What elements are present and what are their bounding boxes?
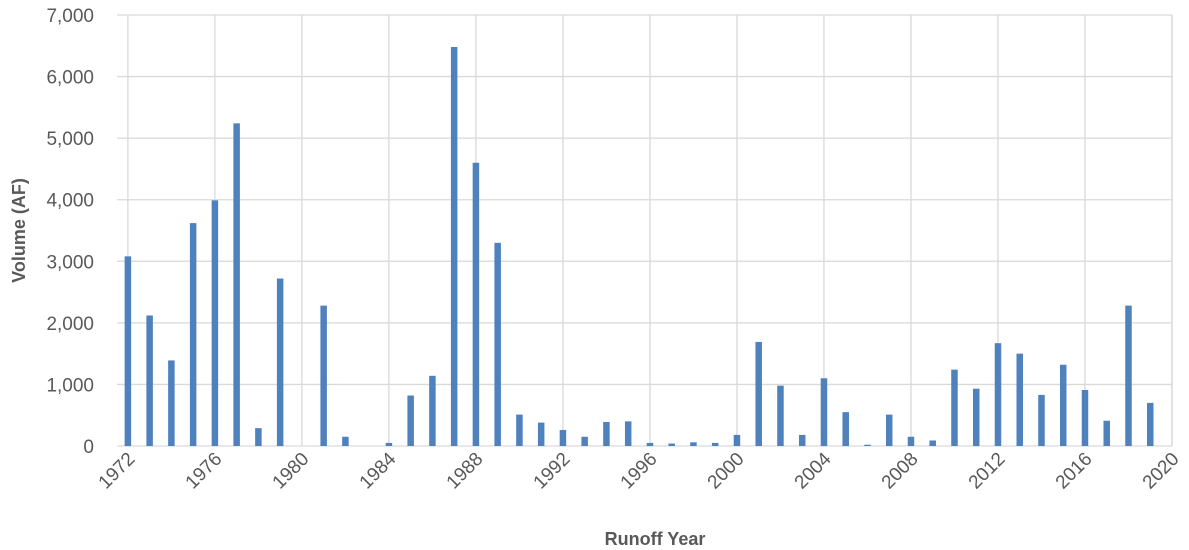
x-tick-label: 1996 — [617, 449, 662, 494]
bar-2002 — [777, 385, 784, 446]
bar-2010 — [951, 369, 958, 446]
bar-1988 — [472, 162, 480, 446]
y-tick-label: 4,000 — [46, 191, 94, 212]
x-tick-label: 1976 — [182, 449, 227, 494]
bar-2007 — [885, 414, 893, 446]
x-tick-label: 2012 — [965, 449, 1010, 494]
bar-1974 — [168, 360, 175, 446]
bar-2014 — [1038, 394, 1045, 446]
y-tick-label: 2,000 — [46, 314, 94, 335]
bar-1982 — [342, 436, 349, 446]
x-tick-label: 2016 — [1052, 449, 1097, 494]
x-axis-title: Runoff Year — [605, 529, 706, 549]
y-tick-label: 1,000 — [46, 375, 94, 396]
bar-2008 — [907, 436, 915, 446]
bar-1975 — [189, 223, 197, 446]
x-tick-label: 1972 — [95, 449, 140, 494]
bar-1993 — [581, 436, 588, 446]
x-tick-label: 2008 — [878, 449, 923, 494]
x-tick-label: 1992 — [530, 449, 575, 494]
x-axis-ticks: 1972 1976 1980 1984 1988 1992 1996 2000 2004 2008… — [95, 448, 1184, 493]
bar-1994 — [603, 421, 610, 446]
gridlines — [117, 14, 1173, 447]
bar-2019 — [1146, 402, 1154, 446]
x-tick-label: 1980 — [269, 449, 314, 494]
x-tick-label: 2000 — [704, 449, 749, 494]
y-tick-label: 0 — [83, 437, 94, 458]
bar-1984 — [385, 442, 393, 446]
bar-1986 — [429, 375, 436, 446]
y-tick-label: 5,000 — [46, 129, 94, 150]
bar-1979 — [276, 278, 284, 446]
bar-1991 — [537, 422, 545, 446]
bar-2012 — [994, 343, 1002, 446]
bar-1998 — [690, 442, 697, 446]
x-tick-label: 1984 — [356, 448, 401, 493]
bar-2001 — [755, 341, 762, 446]
y-axis-ticks: 0 1,000 2,000 3,000 4,000 5,000 6,000 7,000 — [46, 6, 94, 458]
bar-2016 — [1081, 389, 1089, 446]
bar-2017 — [1103, 420, 1110, 446]
bar-1972 — [124, 256, 132, 446]
x-tick-label: 2020 — [1139, 449, 1184, 494]
y-tick-label: 6,000 — [46, 68, 94, 89]
bar-1995 — [624, 421, 632, 446]
bar-2015 — [1059, 364, 1067, 446]
bar-1973 — [146, 315, 153, 446]
bar-2013 — [1016, 353, 1023, 446]
bar-1977 — [233, 123, 240, 446]
bar-2003 — [798, 434, 806, 446]
y-tick-label: 3,000 — [46, 252, 94, 273]
y-axis-title: Volume (AF) — [9, 178, 29, 283]
bar-1992 — [559, 429, 567, 446]
bar-1999 — [711, 442, 719, 446]
bar-1985 — [407, 395, 414, 446]
bar-1987 — [450, 47, 458, 446]
bar-series — [124, 47, 1154, 446]
bar-2018 — [1125, 305, 1132, 446]
bar-2004 — [820, 378, 828, 446]
bar-2011 — [972, 388, 980, 446]
bar-2005 — [842, 412, 849, 446]
bar-1978 — [255, 428, 262, 446]
bar-1990 — [516, 414, 523, 446]
bar-2000 — [733, 434, 741, 446]
x-tick-label: 1988 — [443, 449, 488, 494]
bar-1976 — [211, 200, 219, 446]
bar-1997 — [668, 443, 675, 446]
bar-1989 — [494, 242, 501, 446]
bar-2006 — [864, 444, 871, 446]
bar-2009 — [929, 440, 936, 446]
y-tick-label: 7,000 — [46, 6, 94, 27]
x-tick-label: 2004 — [791, 448, 836, 493]
bar-1996 — [646, 442, 654, 446]
bar-1981 — [320, 305, 327, 446]
